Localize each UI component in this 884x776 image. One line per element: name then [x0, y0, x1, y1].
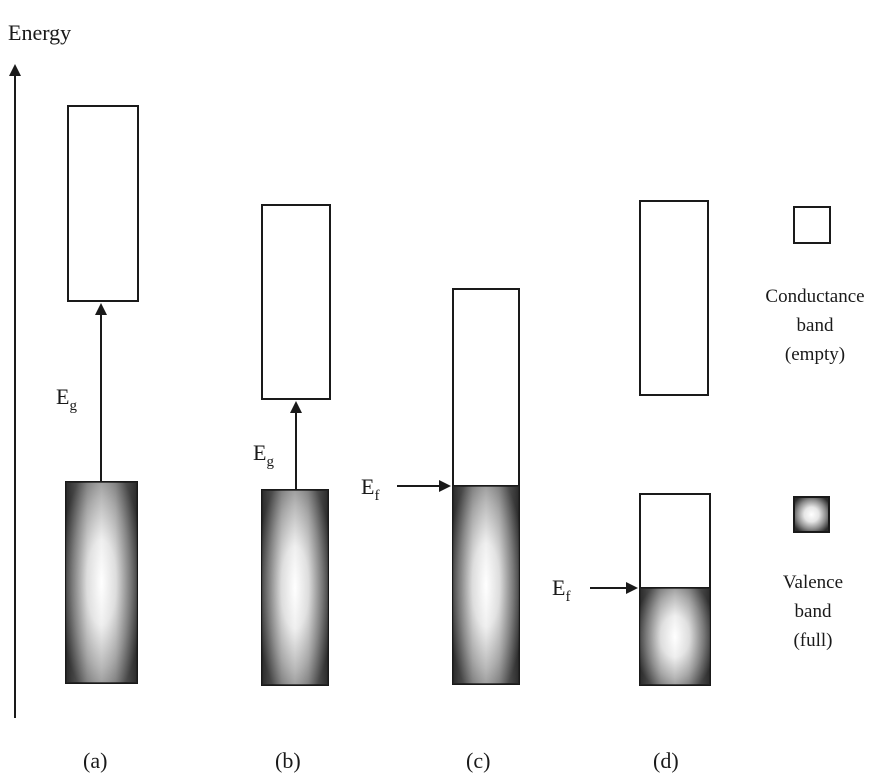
conduction-band-c: [452, 288, 520, 487]
panel-c: Ef (c): [361, 288, 520, 773]
conduction-band-d: [639, 200, 709, 396]
energy-axis: Energy: [8, 20, 71, 718]
legend: Conductance band (empty) Valence band (f…: [765, 206, 865, 651]
band-gap-label-b: Eg: [253, 440, 274, 470]
panel-b-label: (b): [275, 748, 301, 773]
panel-c-label: (c): [466, 748, 490, 773]
valence-band-upper-d: [639, 493, 711, 589]
fermi-label-c: Ef: [361, 474, 379, 504]
legend-valence-swatch: [793, 496, 830, 533]
fermi-label-d: Ef: [552, 575, 570, 605]
legend-valence-line2: band: [795, 601, 832, 622]
panel-d-label: (d): [653, 748, 679, 773]
conduction-band-a: [67, 105, 139, 302]
band-gap-label-a: Eg: [56, 384, 77, 414]
legend-conductance-line1: Conductance: [765, 286, 864, 307]
legend-valence-line1: Valence: [783, 572, 843, 593]
legend-conductance-swatch: [793, 206, 831, 244]
conduction-band-b: [261, 204, 331, 400]
panel-b: Eg (b): [253, 204, 331, 773]
energy-axis-label: Energy: [8, 20, 71, 45]
legend-conductance-line3: (empty): [785, 344, 845, 365]
legend-conductance-line2: band: [797, 315, 834, 336]
panel-a-label: (a): [83, 748, 107, 773]
panel-d: Ef (d): [552, 200, 711, 773]
legend-valence-line3: (full): [793, 630, 832, 651]
panel-a: Eg (a): [56, 105, 139, 773]
